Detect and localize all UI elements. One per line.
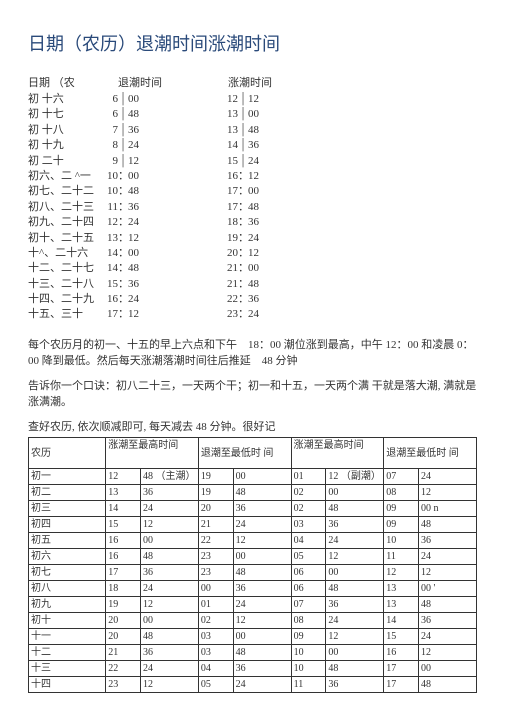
table-row: 十一2048030009121524 bbox=[29, 628, 477, 644]
th-low2: 退潮至最低时 间 bbox=[384, 438, 477, 469]
tide-row: 初 十六6001212 bbox=[28, 92, 477, 107]
th-high1: 涨潮至最高时间 bbox=[106, 438, 199, 454]
table-row: 十四2312052411361748 bbox=[29, 676, 477, 692]
table-row: 初四1512212403360948 bbox=[29, 516, 477, 532]
table-row: 初十2000021208241436 bbox=[29, 612, 477, 628]
tide-row: 十五、三十17122324 bbox=[28, 307, 477, 322]
tide-row: 初九、二十四12 241836 bbox=[28, 215, 477, 230]
th-high2: 涨潮至最高时间 bbox=[291, 438, 384, 454]
tide-row: 初 十七6481300 bbox=[28, 107, 477, 122]
table-row: 初二1336194802000812 bbox=[29, 484, 477, 500]
table-row: 初七1736234806001212 bbox=[29, 564, 477, 580]
paragraph-2: 告诉你一个口诀：初八二十三，一天两个干；初一和十五，一天两个满 干就是落大潮, … bbox=[28, 378, 477, 411]
table-row: 初八1824003606481300 ' bbox=[29, 580, 477, 596]
tide-row: 初七、二十二10481700 bbox=[28, 184, 477, 199]
table-row: 初一1248 （主潮）19000112 （副潮）0724 bbox=[29, 468, 477, 484]
table-row: 十三2224043610481700 bbox=[29, 660, 477, 676]
tide-row: 十二、二十七14482100 bbox=[28, 261, 477, 276]
tide-times-table: 日期 （农 退潮时间 涨潮时间 初 十六6001212初 十七6481300初 … bbox=[28, 74, 477, 323]
paragraph-3: 查好农历, 依次顺减即可, 每天减去 48 分钟。很好记 bbox=[28, 419, 477, 436]
th-low1: 退潮至最低时 间 bbox=[198, 438, 291, 469]
paragraph-1: 每个农历月的初一、十五的早上六点和下午 18：00 潮位涨到最高，中午 12：0… bbox=[28, 337, 477, 370]
tide-row: 初 十九8241436 bbox=[28, 138, 477, 153]
tide-row: 初 十八7361348 bbox=[28, 123, 477, 138]
lookup-table: 农历 涨潮至最高时间 退潮至最低时 间 涨潮至最高时间 退潮至最低时 间 初一1… bbox=[28, 437, 477, 693]
table-row: 初六1648230005121124 bbox=[29, 548, 477, 564]
tide-row: 十三、二十八15 362148 bbox=[28, 277, 477, 292]
header-date: 日期 （农 bbox=[28, 74, 118, 90]
tide-row: 初 二十9121524 bbox=[28, 154, 477, 169]
tide-row: 初八、二十三11 361748 bbox=[28, 200, 477, 215]
table-row: 十二2136034810001612 bbox=[29, 644, 477, 660]
table-row: 初三1424203602480900 n bbox=[29, 500, 477, 516]
tide-row: 十四、二十九16 242236 bbox=[28, 292, 477, 307]
table-row: 初九1912012407361348 bbox=[29, 596, 477, 612]
header-ebb: 退潮时间 bbox=[118, 74, 228, 90]
header-flood: 涨潮时间 bbox=[228, 74, 272, 90]
tide-row: 初十、二十五13 121924 bbox=[28, 231, 477, 246]
table-row: 初五1600221204241036 bbox=[29, 532, 477, 548]
tide-row: 初六、二 ^一10001612 bbox=[28, 169, 477, 184]
th-lunar: 农历 bbox=[29, 438, 106, 469]
tide-row: 十^、二十六14002012 bbox=[28, 246, 477, 261]
page-title: 日期（农历）退潮时间涨潮时间 bbox=[28, 30, 477, 56]
